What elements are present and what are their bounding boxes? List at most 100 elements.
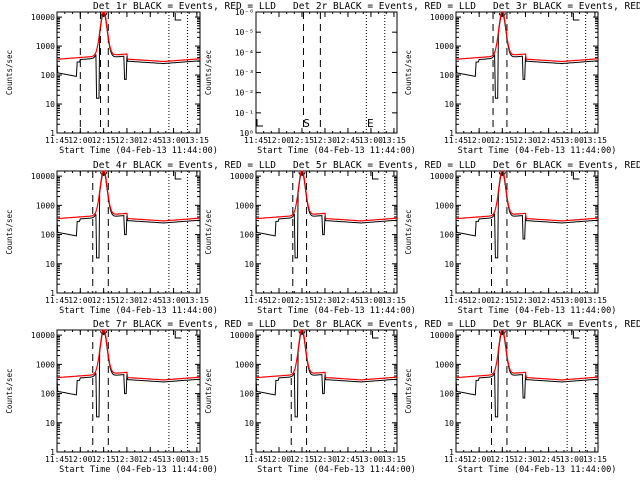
y-tick-label: 10	[244, 419, 254, 428]
x-tick-label: 12:15	[92, 455, 116, 464]
y-tick-label: 100	[41, 231, 56, 240]
plot-frame	[255, 329, 398, 453]
y-tick-label: 100	[240, 390, 255, 399]
chart-title: Det 2r BLACK = Events, RED = LLD	[293, 1, 476, 12]
x-tick-label: 13:15	[382, 455, 406, 464]
x-tick-label: 12:15	[92, 296, 116, 305]
y-tick-label: 1000	[36, 42, 55, 51]
events-series-line	[56, 330, 201, 418]
flag-mark	[498, 171, 506, 176]
events-series-line	[56, 12, 201, 99]
x-axis-title: Start Time (04-Feb-13 11:44:00)	[257, 306, 416, 316]
y-tick-label: 1	[50, 289, 55, 298]
lld-series-line	[256, 329, 397, 381]
chart-panel-3: Det 3r BLACK = Events, RED = LLD 1 10 100 10…	[404, 1, 640, 156]
y-tick-label: 1	[50, 129, 55, 138]
x-axis-title: Start Time (04-Feb-13 11:44:00)	[257, 465, 416, 475]
flag-mark	[174, 172, 182, 180]
x-tick-label: 12:45	[537, 296, 561, 305]
flag-letter-s: S	[303, 117, 310, 130]
chart-title: Det 9r BLACK = Events, RED = LLD	[493, 319, 640, 330]
x-tick-label: 13:00	[560, 455, 584, 464]
y-axis-title: Counts/sec	[204, 209, 213, 254]
x-tick-label: 12:00	[467, 296, 491, 305]
lld-series-line	[57, 329, 200, 381]
y-tick-label: 10	[444, 100, 454, 109]
chart-panel-7: Det 7r BLACK = Events, RED = LLD 1 10 100 10…	[5, 319, 276, 475]
plot-frame	[56, 11, 201, 134]
y-tick-label: 1000	[36, 360, 55, 369]
y-tick-label: 100	[41, 390, 56, 399]
lld-series-line	[57, 170, 200, 222]
x-tick-label: 11:45	[45, 136, 69, 145]
y-axis-title: Counts/sec	[204, 50, 213, 95]
y-tick-label: 10	[45, 419, 55, 428]
y-tick-label: 1	[249, 289, 254, 298]
x-tick-label: 12:45	[336, 296, 360, 305]
y-tick-label: 1000	[435, 42, 454, 51]
flag-mark	[256, 119, 263, 127]
x-tick-label: 12:00	[467, 455, 491, 464]
y-tick-label: 10000	[230, 331, 254, 340]
y-tick-label: 100	[440, 71, 455, 80]
x-tick-label: 12:45	[537, 455, 561, 464]
flag-mark	[100, 12, 108, 17]
y-tick-label: 1000	[36, 201, 55, 210]
chart-title: Det 6r BLACK = Events, RED = LLD	[493, 160, 640, 171]
x-tick-label: 13:00	[359, 455, 383, 464]
x-tick-label: 11:45	[244, 296, 268, 305]
x-tick-label: 12:15	[490, 296, 514, 305]
y-tick-label: 100	[240, 231, 255, 240]
x-tick-label: 12:15	[290, 136, 314, 145]
y-axis-title: Counts/sec	[204, 368, 213, 413]
x-tick-label: 12:30	[313, 455, 337, 464]
flag-mark	[572, 172, 580, 180]
y-tick-label: 10⁻¹	[235, 109, 254, 118]
x-tick-label: 12:45	[336, 455, 360, 464]
y-tick-label: 10⁻⁴	[235, 48, 254, 57]
x-tick-label: 12:15	[92, 136, 116, 145]
x-axis-title: Start Time (04-Feb-13 11:44:00)	[59, 465, 218, 475]
plot-frame	[255, 11, 398, 134]
y-tick-label: 10000	[230, 172, 254, 181]
x-axis-title: Start Time (04-Feb-13 11:44:00)	[458, 465, 617, 475]
y-tick-label: 10	[45, 260, 55, 269]
plot-frame	[455, 11, 599, 134]
x-tick-label: 12:30	[115, 296, 139, 305]
x-tick-label: 13:15	[185, 136, 209, 145]
chart-panel-9: Det 9r BLACK = Events, RED = LLD 1 10 100 10…	[404, 319, 640, 475]
x-axis-title: Start Time (04-Feb-13 11:44:00)	[59, 146, 218, 156]
x-tick-label: 11:45	[444, 455, 468, 464]
y-axis-title: Counts/sec	[5, 209, 14, 254]
flag-mark	[498, 330, 506, 335]
y-axis-title: Counts/sec	[5, 368, 14, 413]
events-series-line	[455, 12, 599, 99]
y-tick-label: 100	[440, 231, 455, 240]
x-tick-label: 12:30	[513, 296, 537, 305]
chart-panel-1: Det 1r BLACK = Events, RED = LLD 1 10 100 10…	[5, 1, 276, 156]
x-tick-label: 13:15	[185, 455, 209, 464]
y-tick-label: 10	[45, 100, 55, 109]
y-tick-label: 1	[449, 289, 454, 298]
y-tick-label: 10000	[31, 331, 55, 340]
x-axis-title: Start Time (04-Feb-13 11:44:00)	[458, 306, 617, 316]
x-tick-label: 12:15	[490, 136, 514, 145]
x-tick-label: 13:00	[162, 296, 186, 305]
y-tick-label: 1000	[235, 360, 254, 369]
plot-frame	[455, 170, 599, 294]
plot-frame	[455, 329, 599, 453]
y-tick-label: 100	[41, 71, 56, 80]
y-tick-label: 10000	[430, 13, 454, 22]
events-series-line	[255, 171, 398, 259]
x-tick-label: 13:15	[583, 136, 607, 145]
lld-series-line	[256, 170, 397, 222]
x-axis-title: Start Time (04-Feb-13 11:44:00)	[458, 146, 617, 156]
x-tick-label: 12:00	[467, 136, 491, 145]
flag-mark	[572, 331, 580, 339]
y-tick-label: 10000	[31, 13, 55, 22]
x-tick-label: 12:00	[68, 455, 92, 464]
y-tick-label: 1	[50, 448, 55, 457]
x-tick-label: 11:45	[444, 136, 468, 145]
chart-panel-4: Det 4r BLACK = Events, RED = LLD 1 10 100 10…	[5, 160, 276, 316]
